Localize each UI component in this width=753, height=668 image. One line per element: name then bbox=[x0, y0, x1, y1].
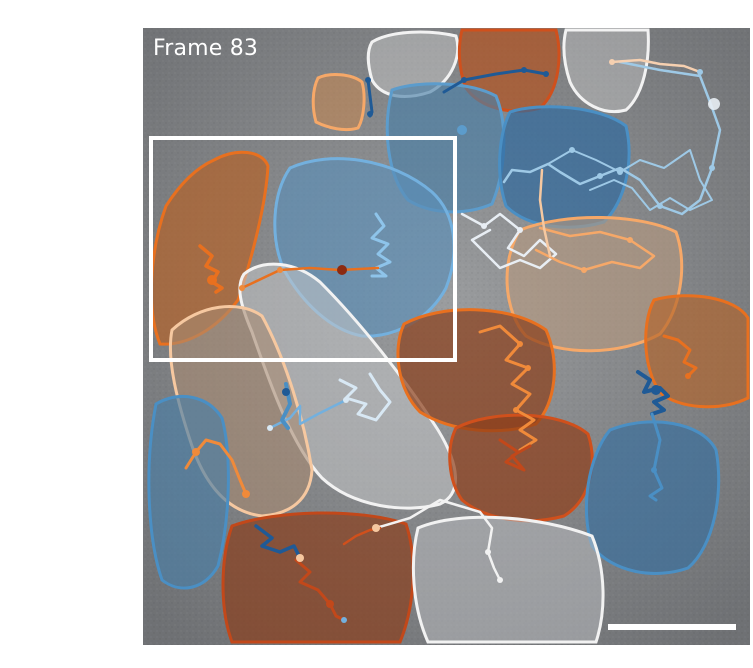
track-orange-bottom bbox=[294, 558, 346, 622]
track-orange-right bbox=[662, 334, 698, 378]
track-dark-blue-bottom bbox=[254, 524, 302, 560]
track-light-blue-central bbox=[370, 212, 392, 278]
cell-tracks bbox=[184, 58, 722, 622]
cell-blue-lower-left bbox=[147, 395, 230, 590]
track-blue-lower-right bbox=[648, 412, 664, 502]
track-orange-link bbox=[240, 266, 380, 290]
cell-white-topright bbox=[562, 28, 650, 113]
track-peach-right bbox=[534, 226, 656, 272]
cell-dark-orange-bottom bbox=[221, 511, 415, 644]
track-light-blue-tall bbox=[338, 372, 392, 422]
track-peach-vertical bbox=[538, 168, 552, 258]
track-points bbox=[192, 59, 720, 623]
cell-white-bottom bbox=[411, 515, 605, 644]
cell-masks bbox=[147, 28, 750, 644]
cell-dark-orange-center bbox=[396, 308, 556, 433]
track-dark-blue-right bbox=[636, 370, 670, 416]
frame-label: Frame 83 bbox=[153, 36, 259, 61]
roi-box bbox=[149, 136, 457, 362]
track-white-lower bbox=[374, 498, 502, 582]
track-white-topright bbox=[610, 58, 702, 74]
track-dark-orange-center bbox=[498, 438, 532, 472]
track-orange-center bbox=[478, 324, 538, 452]
cell-peach-small bbox=[311, 73, 366, 132]
track-dark-blue-upper bbox=[442, 68, 548, 94]
scale-bar bbox=[608, 624, 736, 630]
track-orange-left bbox=[198, 244, 224, 294]
track-light-blue-mesh bbox=[547, 149, 713, 211]
track-blue-lower-left-link bbox=[268, 398, 348, 430]
track-light-blue-right bbox=[502, 60, 722, 216]
cell-orange-right bbox=[644, 294, 750, 409]
